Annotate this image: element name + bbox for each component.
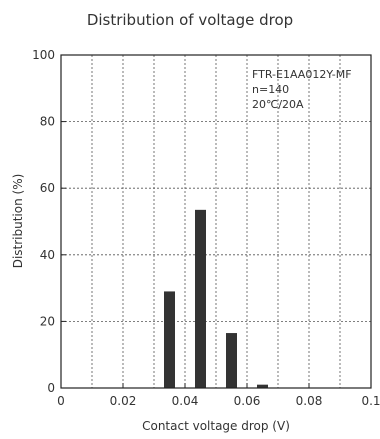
bar (195, 209, 206, 388)
annotation-box: FTR-E1AA012Y-MF n=140 20℃/20A (252, 68, 352, 111)
y-tick-label: 60 (40, 181, 55, 195)
x-tick-label: 0.04 (172, 394, 199, 408)
x-tick-labels: 0 0.02 0.04 0.06 0.08 0.1 (57, 383, 380, 408)
x-tick-label: 0.06 (234, 394, 261, 408)
annotation-model: FTR-E1AA012Y-MF (252, 68, 352, 81)
x-tick-label: 0.02 (110, 394, 137, 408)
y-axis-label: Distribution (%) (11, 174, 25, 269)
bar (257, 384, 268, 388)
annotation-count: n=140 (252, 83, 289, 96)
bars (164, 209, 268, 388)
chart-title: Distribution of voltage drop (87, 11, 293, 29)
y-tick-label: 100 (32, 48, 55, 62)
annotation-conditions: 20℃/20A (252, 98, 304, 111)
y-tick-label: 80 (40, 115, 55, 129)
bar (226, 333, 237, 388)
x-tick-label: 0 (57, 394, 65, 408)
y-tick-label: 40 (40, 248, 55, 262)
y-tick-labels: 0 20 40 60 80 100 (32, 48, 66, 395)
y-tick-label: 0 (47, 381, 55, 395)
x-axis-label: Contact voltage drop (V) (142, 419, 290, 433)
bar (164, 291, 175, 388)
x-tick-label: 0.08 (296, 394, 323, 408)
plot-frame (60, 54, 372, 389)
x-tick-label: 0.1 (361, 394, 380, 408)
y-tick-label: 20 (40, 314, 55, 328)
grid-lines (61, 55, 371, 388)
